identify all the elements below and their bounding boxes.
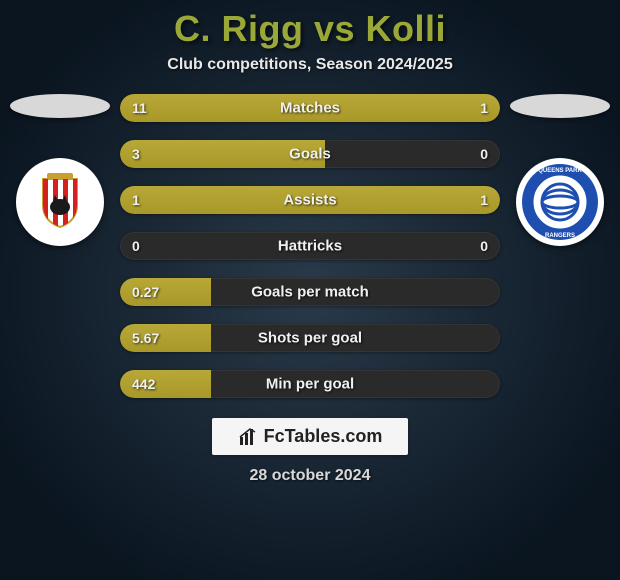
bar-left [120,140,325,168]
stat-row: 11Assists [120,186,500,214]
right-player-silhouette [510,94,610,118]
right-side: QUEENS PARK RANGERS [500,94,620,246]
left-player-silhouette [10,94,110,118]
bar-right [424,94,500,122]
bar-left [120,324,211,352]
footer: FcTables.com 28 october 2024 [212,418,409,485]
page-title: C. Rigg vs Kolli [174,8,446,50]
bar-right [310,186,500,214]
right-team-crest: QUEENS PARK RANGERS [516,158,604,246]
stats-column: 111Matches30Goals11Assists00Hattricks0.2… [120,94,500,398]
stat-row: 442Min per goal [120,370,500,398]
bar-left [120,94,424,122]
comparison-main: 111Matches30Goals11Assists00Hattricks0.2… [0,94,620,398]
stat-row: 30Goals [120,140,500,168]
bars-icon [238,427,258,447]
stat-row: 0 0Hattricks [120,232,500,260]
date-text: 28 october 2024 [250,467,371,485]
left-side [0,94,120,246]
stat-value-right: 0 [480,238,488,254]
stat-value-right: 0 [480,146,488,162]
ring-crest-icon: QUEENS PARK RANGERS [519,161,601,243]
svg-text:RANGERS: RANGERS [545,233,575,239]
stat-value-left: 0 [132,238,140,254]
svg-text:QUEENS PARK: QUEENS PARK [538,168,582,174]
stat-label: Hattricks [120,238,500,255]
stat-row: 111Matches [120,94,500,122]
bar-left [120,278,211,306]
bar-left [120,370,211,398]
left-team-crest [16,158,104,246]
stat-row: 5.67Shots per goal [120,324,500,352]
shield-icon [23,165,97,239]
stat-row: 0.27Goals per match [120,278,500,306]
watermark: FcTables.com [212,418,409,455]
bar-left [120,186,310,214]
watermark-text: FcTables.com [264,426,383,447]
subtitle: Club competitions, Season 2024/2025 [167,56,452,74]
